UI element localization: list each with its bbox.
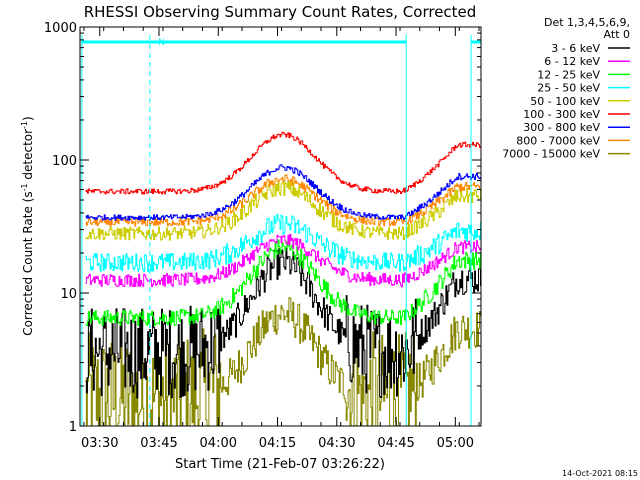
y-label-part-2: detector [21,129,35,184]
legend-entry-label: 7000 - 15000 keV [502,148,600,161]
x-tick-label: 04:00 [200,436,237,451]
legend-entry-label: 800 - 7000 keV [516,134,600,147]
legend-entry-label: 100 - 300 keV [523,108,600,121]
footer-timestamp: 14-Oct-2021 08:15 [562,469,638,478]
x-tick-label: 04:15 [259,436,296,451]
series-line [85,214,481,273]
x-tick-label: 03:30 [81,436,118,451]
legend-entry-label: 6 - 12 keV [544,55,600,68]
series-line [85,239,481,326]
y-axis-label: Corrected Count Rate (s-1 detector-1) [20,116,35,335]
x-tick-label: 04:30 [318,436,355,451]
y-label-part-3: ) [21,116,35,121]
y-label-part-1: Corrected Count Rate (s [21,191,35,335]
y-axis: 1 10 100 1000 [44,21,481,435]
flag-marker: N [158,38,165,48]
legend-entry-label: 300 - 800 keV [523,121,600,134]
legend-entry-label: 12 - 25 keV [537,68,600,81]
y-tick-label: 1000 [44,21,77,36]
overlay-layer: N [81,35,481,426]
series-line [85,247,481,399]
plot-area: N 1 10 100 1000 03:30 03:45 04:00 04:15 04:30 04… [44,21,482,451]
x-tick-label: 04:45 [377,436,414,451]
legend-entry-label: 50 - 100 keV [530,95,600,108]
series-line [85,233,481,288]
y-label-sup-1: -1 [20,183,29,191]
y-label-sup-2: -1 [20,121,29,129]
series-layer [85,131,481,427]
plot-frame [79,26,482,427]
series-line [85,164,481,221]
legend-entry-label: 3 - 6 keV [551,42,600,55]
legend-detectors-line1: Det 1,3,4,5,6,9, [544,16,630,29]
y-tick-label: 1 [69,420,77,435]
chart-title: RHESSI Observing Summary Count Rates, Co… [84,3,477,21]
legend-detectors-line2: Att 0 [604,28,630,41]
x-tick-label: 05:00 [437,436,474,451]
series-line [85,131,481,195]
legend-entry-label: 25 - 50 keV [537,82,600,95]
y-tick-label: 10 [60,287,77,302]
x-axis-label: Start Time (21-Feb-07 03:26:22) [175,457,385,472]
x-axis: 03:30 03:45 04:00 04:15 04:30 04:45 05:00 [81,27,480,451]
y-tick-label: 100 [52,154,77,169]
x-tick-label: 03:45 [140,436,177,451]
series-line [85,174,481,227]
